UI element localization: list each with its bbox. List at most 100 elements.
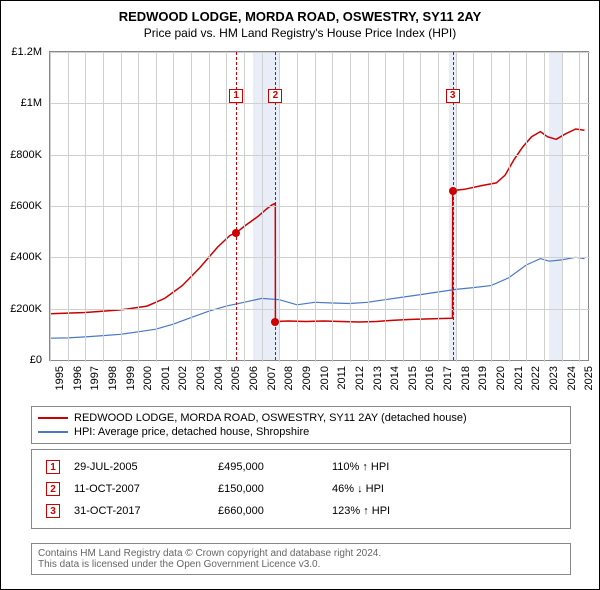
x-gridline [121, 52, 122, 362]
transactions-box: 1 29-JUL-2005 £495,000 110% ↑ HPI 2 11-OCT-20… [31, 449, 571, 529]
transaction-marker: 3 [46, 504, 60, 518]
x-axis-label: 2023 [548, 366, 560, 390]
x-axis-label: 2010 [319, 366, 331, 390]
y-axis-label: £200K [10, 303, 42, 315]
x-axis-label: 2000 [142, 366, 154, 390]
y-axis-label: £600K [10, 200, 42, 212]
x-gridline [420, 52, 421, 362]
x-axis-label: 2018 [460, 366, 472, 390]
x-axis-label: 2021 [513, 366, 525, 390]
transaction-date: 31-OCT-2017 [74, 505, 204, 517]
x-gridline [138, 52, 139, 362]
x-axis-label: 2017 [442, 366, 454, 390]
y-axis-label: £800K [10, 149, 42, 161]
legend-swatch [38, 431, 68, 433]
x-gridline [473, 52, 474, 362]
x-axis-label: 2025 [583, 366, 595, 390]
x-gridline [403, 52, 404, 362]
transaction-hpi: 110% ↑ HPI [332, 461, 562, 473]
x-axis-label: 2006 [248, 366, 260, 390]
x-gridline [103, 52, 104, 362]
x-axis-label: 1999 [125, 366, 137, 390]
x-gridline [262, 52, 263, 362]
transaction-marker: 2 [46, 482, 60, 496]
x-gridline [50, 52, 51, 362]
transaction-hpi: 46% ↓ HPI [332, 483, 562, 495]
x-axis-label: 2005 [230, 366, 242, 390]
legend-label: HPI: Average price, detached house, Shro… [74, 426, 309, 438]
transaction-marker: 1 [46, 460, 60, 474]
x-axis-label: 2009 [301, 366, 313, 390]
x-axis-label: 2001 [160, 366, 172, 390]
x-axis-label: 2008 [283, 366, 295, 390]
y-axis-label: £0 [30, 354, 42, 366]
x-axis-label: 2019 [477, 366, 489, 390]
event-marker: 1 [229, 89, 243, 103]
x-gridline [526, 52, 527, 362]
transaction-point [449, 187, 457, 195]
x-gridline [209, 52, 210, 362]
transaction-point [271, 318, 279, 326]
x-gridline [579, 52, 580, 362]
x-axis-label: 2020 [495, 366, 507, 390]
x-axis-label: 2007 [266, 366, 278, 390]
x-gridline [491, 52, 492, 362]
x-axis-label: 2022 [530, 366, 542, 390]
y-axis-label: £400K [10, 251, 42, 263]
x-axis-label: 2004 [213, 366, 225, 390]
y-axis-label: £1M [21, 97, 42, 109]
x-gridline [438, 52, 439, 362]
transaction-price: £150,000 [218, 483, 318, 495]
transaction-row: 2 11-OCT-2007 £150,000 46% ↓ HPI [40, 478, 562, 500]
x-gridline [191, 52, 192, 362]
x-axis-label: 1998 [107, 366, 119, 390]
x-axis-label: 2003 [195, 366, 207, 390]
transaction-price: £660,000 [218, 505, 318, 517]
x-gridline [368, 52, 369, 362]
x-gridline [297, 52, 298, 362]
x-axis-label: 2013 [372, 366, 384, 390]
chart-subtitle: Price paid vs. HM Land Registry's House … [1, 24, 599, 46]
legend-item: REDWOOD LODGE, MORDA ROAD, OSWESTRY, SY1… [38, 411, 564, 425]
legend-swatch [38, 417, 68, 419]
legend-label: REDWOOD LODGE, MORDA ROAD, OSWESTRY, SY1… [74, 412, 467, 424]
x-gridline [509, 52, 510, 362]
x-gridline [350, 52, 351, 362]
x-axis-label: 2014 [389, 366, 401, 390]
legend-item: HPI: Average price, detached house, Shro… [38, 425, 564, 439]
event-marker: 2 [268, 89, 282, 103]
x-axis-label: 2015 [407, 366, 419, 390]
x-gridline [332, 52, 333, 362]
chart-container: REDWOOD LODGE, MORDA ROAD, OSWESTRY, SY1… [0, 0, 600, 590]
x-gridline [244, 52, 245, 362]
x-axis-label: 1996 [72, 366, 84, 390]
legend-box: REDWOOD LODGE, MORDA ROAD, OSWESTRY, SY1… [31, 406, 571, 444]
x-gridline [385, 52, 386, 362]
x-axis-label: 2016 [424, 366, 436, 390]
series-line-price_paid [50, 129, 585, 322]
event-marker: 3 [446, 89, 460, 103]
x-axis-label: 2012 [354, 366, 366, 390]
x-gridline [544, 52, 545, 362]
x-gridline [226, 52, 227, 362]
y-axis-label: £1.2M [11, 46, 42, 58]
x-gridline [315, 52, 316, 362]
x-gridline [173, 52, 174, 362]
transaction-date: 11-OCT-2007 [74, 483, 204, 495]
x-axis-label: 2024 [566, 366, 578, 390]
x-axis-label: 1997 [89, 366, 101, 390]
x-axis-label: 2011 [336, 366, 348, 390]
transaction-hpi: 123% ↑ HPI [332, 505, 562, 517]
transaction-date: 29-JUL-2005 [74, 461, 204, 473]
chart-title: REDWOOD LODGE, MORDA ROAD, OSWESTRY, SY1… [1, 1, 599, 24]
series-line-hpi [50, 257, 585, 338]
x-axis-label: 1995 [54, 366, 66, 390]
chart-plot-area: £0£200K£400K£600K£800K£1M£1.2M1995199619… [49, 51, 589, 361]
footer-box: Contains HM Land Registry data © Crown c… [31, 543, 571, 575]
transaction-price: £495,000 [218, 461, 318, 473]
transaction-point [232, 229, 240, 237]
footer-line1: Contains HM Land Registry data © Crown c… [38, 548, 564, 559]
x-gridline [156, 52, 157, 362]
transaction-row: 1 29-JUL-2005 £495,000 110% ↑ HPI [40, 456, 562, 478]
x-gridline [85, 52, 86, 362]
